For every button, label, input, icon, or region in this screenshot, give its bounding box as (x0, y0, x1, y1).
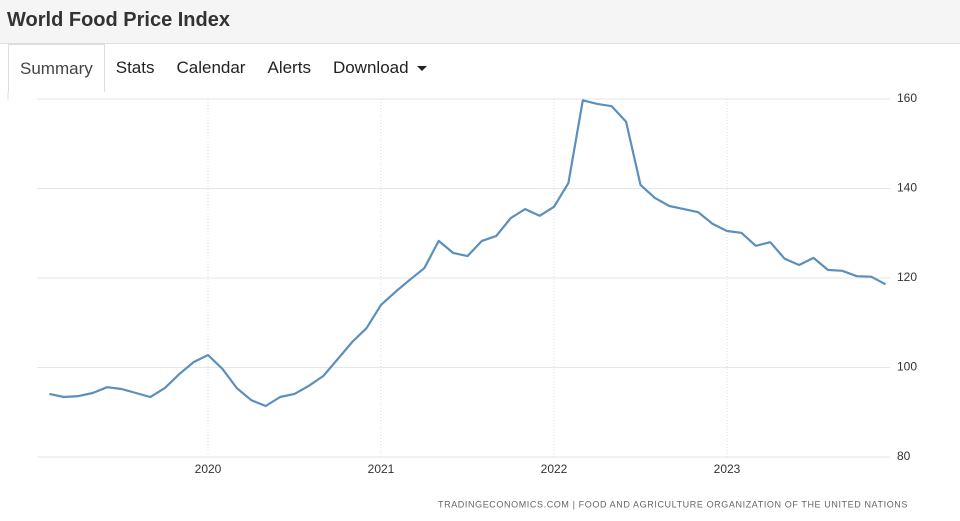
y-tick-label: 80 (897, 449, 911, 463)
y-tick-label: 140 (897, 181, 917, 195)
source: TRADINGECONOMICS.COM | FOOD AND AGRICULT… (438, 499, 908, 509)
title: World Food Price Index (7, 9, 230, 31)
tab[interactable]: Alerts (256, 44, 321, 92)
x-tick-label: 2021 (368, 462, 395, 476)
tab-label: Stats (115, 58, 155, 77)
tab-label: Alerts (267, 58, 311, 77)
line (49, 99, 887, 408)
x-tick-label: 2022 (541, 462, 568, 476)
tab[interactable]: Summary (8, 44, 105, 92)
tab-label: Calendar (176, 58, 246, 77)
tab[interactable]: Download (322, 44, 438, 92)
y-tick-label: 100 (897, 360, 917, 374)
tab[interactable]: Stats (105, 44, 166, 92)
y-tick-label: 160 (897, 91, 917, 105)
tab-bar: Summary Stats Calendar Alerts Download (8, 44, 438, 92)
y-tick-label: 120 (897, 270, 917, 284)
caret (416, 66, 427, 72)
tab-label: Download (332, 58, 409, 77)
x-tick-label: 2020 (195, 462, 222, 476)
x-tick-label: 2023 (714, 462, 741, 476)
header: World Food Price Index (0, 0, 960, 44)
tab-label: Summary (20, 59, 93, 78)
tab[interactable]: Calendar (165, 44, 256, 92)
